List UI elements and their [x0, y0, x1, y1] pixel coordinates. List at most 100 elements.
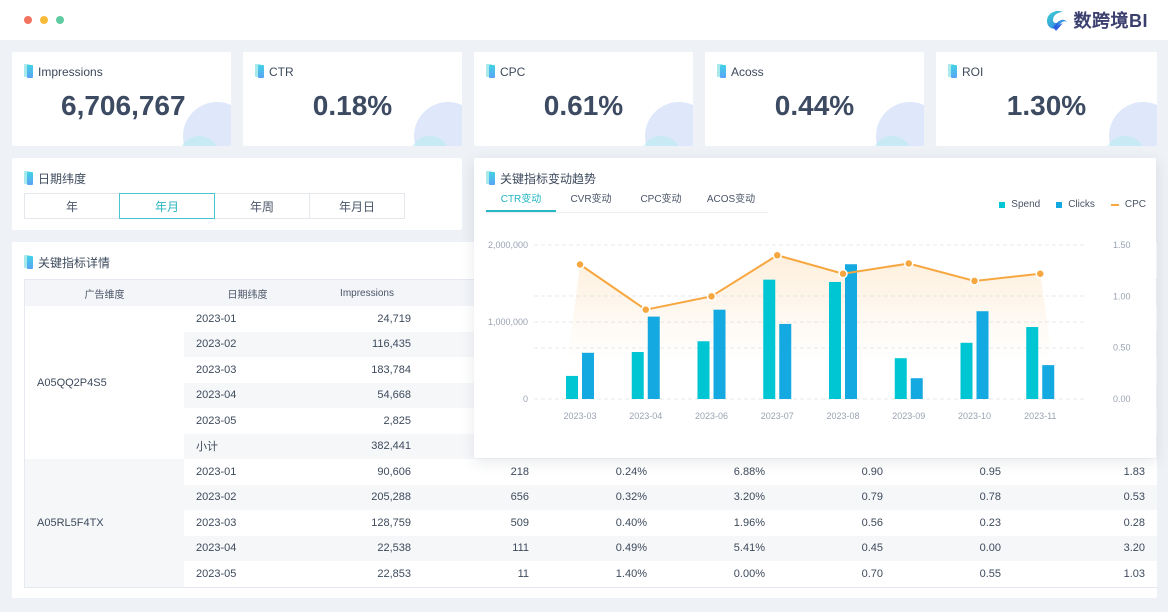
x-axis-tick-label: 2023-03 [563, 411, 596, 421]
metric-cell: 0.23 [979, 516, 1001, 529]
kpi-label: Acoss [731, 65, 764, 79]
cpc-point [904, 258, 914, 269]
legend-swatch [999, 201, 1006, 208]
tab-cvr-change[interactable]: CVR变动 [570, 194, 612, 205]
option-year-month[interactable]: 年月 [119, 193, 215, 219]
metric-cell: 3.20 [1013, 535, 1157, 561]
metric-cell: 0.45 [777, 535, 895, 561]
decorative-bubble [410, 136, 450, 146]
table-row: 2023-04 22,538 111 0.49% 5.41% 0.45 0.00… [25, 535, 1157, 561]
option-year-week[interactable]: 年周 [214, 193, 310, 219]
left-axis-tick-label: 0 [523, 394, 528, 404]
metric-cell: 0.55 [979, 567, 1001, 580]
x-axis-tick-label: 2023-07 [761, 411, 794, 421]
title-mark-icon [948, 64, 957, 78]
cpc-area [568, 255, 1053, 359]
right-axis-tick-label: 1.00 [1113, 291, 1131, 301]
kpi-card-impressions: Impressions 6,706,767 [12, 52, 231, 146]
bar-spend [1026, 327, 1039, 399]
cpc-point [969, 276, 980, 286]
kpi-card-roi: ROI 1.30% [936, 52, 1157, 146]
metric-cell: 0.49% [541, 535, 659, 561]
tab-cpc-change[interactable]: CPC变动 [640, 194, 682, 205]
clicks-cell: 509 [510, 516, 529, 529]
legend-swatch [1110, 203, 1119, 206]
section-title: 关键指标详情 [38, 256, 111, 270]
legend-item-cpc[interactable]: CPC [1110, 199, 1146, 210]
metric-cell: 1.03 [1123, 567, 1145, 580]
bar-clicks [582, 352, 594, 399]
kpi-label: Impressions [38, 65, 103, 79]
bar-clicks [713, 309, 726, 399]
metric-cell: 0.32% [541, 484, 659, 510]
close-window-button[interactable] [24, 16, 32, 24]
bar-clicks [647, 316, 660, 399]
decorative-bubble [641, 136, 681, 146]
clicks-cell: 11 [517, 567, 529, 580]
legend-label: CPC [1124, 199, 1146, 210]
right-axis-tick-label: 0.00 [1113, 394, 1131, 404]
date-cell: 2023-05 [196, 414, 237, 427]
title-mark-icon [24, 255, 33, 269]
kpi-card-ctr: CTR 0.18% [243, 52, 462, 146]
cpc-point [1035, 268, 1045, 279]
clicks-cell: 656 [423, 484, 541, 510]
maximize-window-button[interactable] [56, 16, 64, 24]
cpc-point [575, 259, 585, 270]
tab-ctr-change[interactable]: CTR变动 [486, 190, 556, 212]
metric-cell: 0.40% [615, 516, 647, 529]
date-cell: 2023-04 [184, 382, 311, 408]
legend-item-clicks[interactable]: Clicks [1056, 199, 1095, 210]
x-axis-tick-label: 2023-06 [695, 411, 728, 421]
cpc-point [641, 304, 651, 315]
cpc-line [579, 254, 1041, 311]
table-row: A05RL5F4TX 2023-01 90,606 218 0.24% 6.88… [25, 459, 1157, 587]
date-cell: 2023-03 [196, 363, 237, 376]
legend-item-spend[interactable]: Spend [999, 199, 1040, 210]
right-axis-tick-label: 1.50 [1113, 240, 1131, 250]
bar-clicks [1042, 365, 1055, 399]
impressions-cell: 128,759 [371, 516, 411, 529]
x-axis-tick-label: 2023-08 [826, 411, 859, 421]
column-header[interactable]: Impressions [311, 280, 423, 306]
minimize-window-button[interactable] [40, 16, 48, 24]
column-header[interactable]: 广告维度 [25, 280, 184, 306]
metric-cell: 3.20% [659, 484, 777, 510]
metric-cell: 0.28 [1123, 516, 1145, 529]
title-mark-icon [24, 64, 33, 78]
metric-cell: 6.88% [733, 465, 765, 478]
decorative-bubble [872, 136, 912, 146]
impressions-cell: 24,719 [377, 312, 411, 325]
kpi-value: 0.61% [543, 90, 624, 121]
tab-acos-change[interactable]: ACOS变动 [706, 194, 756, 205]
kpi-card-cpc: CPC 0.61% [474, 52, 693, 146]
metric-cell: 0.70 [861, 567, 883, 580]
impressions-cell: 90,606 [377, 465, 411, 478]
metric-cell: 0.00 [895, 535, 1013, 561]
column-header[interactable]: 日期纬度 [184, 280, 311, 306]
date-cell: 2023-03 [196, 516, 237, 529]
bar-spend [763, 279, 776, 399]
bar-spend [829, 281, 841, 399]
bar-spend [697, 341, 710, 399]
table-row: A05QQ2P4S5 2023-01 24,719 [25, 306, 1157, 459]
section-title: 日期纬度 [38, 172, 87, 186]
impressions-cell: 205,288 [311, 484, 423, 510]
metric-cell: 0.78 [895, 484, 1013, 510]
metric-cell: 5.41% [659, 535, 777, 561]
trend-chart-panel: 关键指标变动趋势 CTR变动 CVR变动 CPC变动 ACOS变动 Spend … [474, 158, 1156, 458]
bar-clicks [976, 311, 989, 399]
option-year-month-day[interactable]: 年月日 [309, 193, 405, 219]
decorative-bubble [179, 136, 219, 146]
ad-dimension-cell: A05RL5F4TX [25, 459, 184, 587]
kpi-value: 0.18% [312, 90, 393, 121]
kpi-value: 1.30% [1006, 90, 1087, 121]
clicks-cell: 218 [510, 465, 529, 478]
kpi-card-acoss: Acoss 0.44% [705, 52, 924, 146]
cpc-point [706, 291, 717, 302]
brand: 数跨境BI [1044, 6, 1149, 34]
legend-label: Clicks [1068, 199, 1095, 210]
x-axis-tick-label: 2023-04 [629, 411, 662, 421]
impressions-cell: 2,825 [383, 414, 411, 427]
option-year[interactable]: 年 [24, 193, 120, 219]
